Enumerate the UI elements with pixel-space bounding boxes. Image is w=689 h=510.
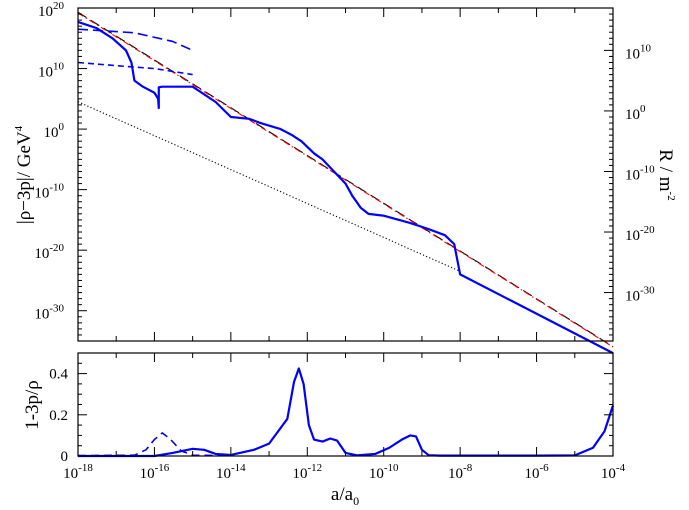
x-tick-label-exp: -4 — [616, 462, 626, 474]
right-y-tick-label: 10-20 — [625, 224, 655, 244]
top-left-y-tick-label: 1010 — [38, 61, 65, 81]
right-y-tick-label-base: 10 — [625, 167, 640, 183]
x-tick-label: 10-14 — [216, 462, 246, 482]
x-tick-label-exp: -6 — [539, 462, 549, 474]
top-left-y-tick-label: 100 — [44, 121, 65, 141]
x-tick-label-base: 10 — [292, 466, 307, 482]
top-left-y-tick-label-base: 10 — [34, 186, 49, 202]
right-y-tick-label-exp: -10 — [640, 163, 655, 175]
right-y-axis-label: R / m-2 — [655, 149, 677, 200]
top-y-axis-label: |ρ−3p|/ GeV4 — [13, 125, 35, 224]
right-y-tick-label-exp: -20 — [640, 224, 655, 236]
top-ticks-group — [77, 7, 614, 342]
top-left-y-tick-label-exp: -20 — [49, 242, 64, 254]
x-tick-label-exp: -10 — [384, 462, 399, 474]
top-left-y-tick-label-exp: 10 — [53, 61, 65, 73]
x-tick-label: 10-6 — [524, 462, 549, 482]
x-axis-label-sub: 0 — [353, 494, 359, 508]
bottom-y-axis-label: 1-3p/ρ — [22, 380, 43, 430]
right-y-tick-label: 100 — [625, 103, 646, 123]
top-series-blue-long-dash — [77, 28, 193, 52]
top-left-y-tick-label: 10-10 — [34, 182, 64, 202]
x-tick-label: 10-8 — [448, 462, 473, 482]
right-y-tick-label-base: 10 — [625, 107, 640, 123]
top-plot-frame — [77, 7, 614, 342]
top-left-y-tick-label-base: 10 — [34, 246, 49, 262]
right-y-tick-label: 1010 — [625, 42, 652, 62]
bottom-series-group — [77, 367, 615, 458]
top-left-y-tick-label-exp: 0 — [59, 121, 65, 133]
x-tick-label: 10-16 — [140, 462, 170, 482]
x-tick-label-base: 10 — [448, 466, 463, 482]
x-tick-label: 10-10 — [369, 462, 399, 482]
top-left-y-tick-label: 1020 — [38, 0, 65, 20]
bottom-series-blue-solid — [78, 367, 615, 458]
right-y-tick-label-exp: -30 — [640, 285, 655, 297]
top-left-y-tick-label-base: 10 — [38, 4, 53, 20]
right-y-tick-label: 10-30 — [625, 285, 655, 305]
x-tick-label-exp: -18 — [78, 462, 93, 474]
top-left-y-tick-label: 10-20 — [34, 242, 64, 262]
x-tick-label-base: 10 — [63, 466, 78, 482]
right-y-tick-label-exp: 10 — [640, 42, 652, 54]
top-series-red-dash-dot — [77, 12, 614, 348]
x-tick-label: 10-4 — [601, 462, 626, 482]
x-tick-label-base: 10 — [524, 466, 539, 482]
top-left-y-tick-label-base: 10 — [44, 125, 59, 141]
right-y-axis-label-text: R / m — [655, 149, 676, 191]
x-tick-label-base: 10 — [601, 466, 616, 482]
bottom-plot-frame — [77, 352, 614, 457]
top-left-y-tick-label-base: 10 — [38, 65, 53, 81]
bottom-y-tick-label: 0.2 — [49, 408, 68, 424]
right-y-tick-label-base: 10 — [625, 46, 640, 62]
top-series-blue-solid — [77, 20, 614, 355]
x-tick-label-exp: -16 — [155, 462, 170, 474]
top-left-y-tick-label-exp: -10 — [49, 182, 64, 194]
top-left-y-tick-label-exp: 20 — [53, 0, 65, 12]
top-left-y-tick-label-base: 10 — [34, 307, 49, 323]
x-tick-label-exp: -14 — [231, 462, 246, 474]
top-left-y-tick-label-exp: -30 — [49, 303, 64, 315]
bottom-y-tick-label: 0 — [61, 449, 69, 465]
bottom-series-blue-dashed — [77, 432, 231, 457]
top-y-axis-label-sup: 4 — [13, 125, 25, 131]
x-axis-label-text: a/a — [331, 484, 354, 505]
top-left-y-tick-label: 10-30 — [34, 303, 64, 323]
bottom-panel: 00.20.4 10-18 10-16 10-14 10-12 10-10 10-8 10-… — [22, 352, 626, 508]
x-tick-label-base: 10 — [369, 466, 384, 482]
x-tick-label-exp: -8 — [463, 462, 473, 474]
x-tick-label-base: 10 — [140, 466, 155, 482]
top-series-black-dotted — [77, 101, 461, 272]
x-tick-label-base: 10 — [216, 466, 231, 482]
right-y-tick-label-base: 10 — [625, 289, 640, 305]
x-tick-label: 10-12 — [292, 462, 322, 482]
bottom-ticks-group — [77, 352, 614, 457]
right-y-tick-label-exp: 0 — [640, 103, 646, 115]
right-y-tick-label: 10-10 — [625, 163, 655, 183]
top-series-group — [77, 11, 614, 355]
right-y-axis-label-sup: -2 — [665, 192, 677, 201]
x-tick-label-exp: -12 — [307, 462, 322, 474]
bottom-x-tick-labels: 10-18 10-16 10-14 10-12 10-10 10-8 10-6 10-4 — [63, 462, 625, 482]
right-y-tick-label-base: 10 — [625, 228, 640, 244]
x-tick-label: 10-18 — [63, 462, 93, 482]
top-y-axis-label-text: |ρ−3p|/ GeV — [14, 131, 35, 224]
bottom-left-tick-labels: 0 0.2 0.4 — [49, 367, 68, 465]
x-axis-label: a/a0 — [331, 484, 359, 508]
bottom-y-axis-label-text: 1-3p/ρ — [22, 380, 43, 430]
bottom-y-tick-label: 0.4 — [49, 367, 68, 383]
